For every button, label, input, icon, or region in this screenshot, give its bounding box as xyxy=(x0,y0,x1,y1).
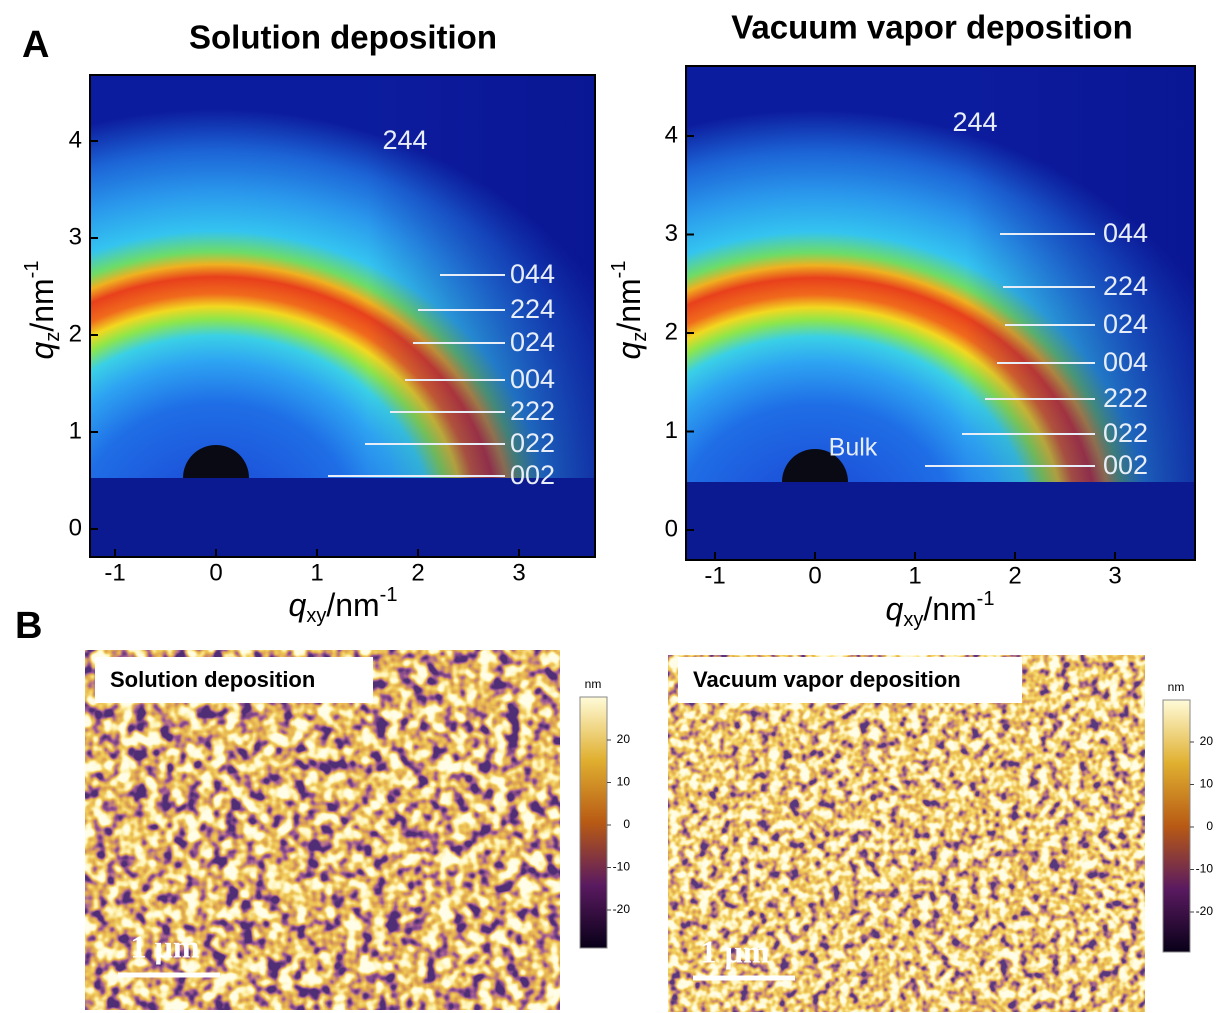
y-tick-label: 1 xyxy=(665,417,678,444)
axis-symbol: q xyxy=(289,587,307,623)
colorbar-tick-label: -10 xyxy=(613,860,631,874)
x-tick-label: 1 xyxy=(310,559,323,586)
ring-label: 244 xyxy=(952,107,997,137)
axis-unit: /nm xyxy=(326,587,379,623)
axis-symbol: q xyxy=(886,591,904,627)
axis-label: qxy/nm-1 xyxy=(886,588,995,631)
y-tick-label: 3 xyxy=(69,223,82,250)
axis-unit: /nm xyxy=(24,278,60,331)
scale-bar-label: 1 µm xyxy=(700,933,769,969)
x-tick-label: 1 xyxy=(908,562,921,589)
plot-title: Solution deposition xyxy=(189,19,497,56)
colorbar-tick-label: -20 xyxy=(613,902,631,916)
colorbar-unit: nm xyxy=(1168,680,1185,694)
axis-exponent: -1 xyxy=(21,261,43,279)
colorbar-tick-label: 20 xyxy=(617,732,631,746)
image-label: Vacuum vapor deposition xyxy=(693,667,961,692)
axis-unit: /nm xyxy=(611,278,647,331)
y-tick-label: 4 xyxy=(665,121,678,148)
annotation: Bulk xyxy=(829,434,878,462)
peak-label: 022 xyxy=(1103,418,1148,448)
axis-label: qz/nm-1 xyxy=(21,261,64,360)
panel-label: A xyxy=(22,24,49,66)
y-tick-label: 0 xyxy=(69,514,82,541)
axis-exponent: -1 xyxy=(380,584,398,606)
axis-unit: /nm xyxy=(923,591,976,627)
axis-subscript: z xyxy=(629,332,651,342)
axis-subscript: xy xyxy=(903,609,923,631)
axis-exponent: -1 xyxy=(608,261,630,279)
peak-label: 024 xyxy=(510,327,555,357)
y-tick-label: 4 xyxy=(69,126,82,153)
peak-label: 224 xyxy=(1103,271,1148,301)
peak-label: 004 xyxy=(510,364,555,394)
colorbar-tick-label: 10 xyxy=(1200,777,1214,791)
panel-label: B xyxy=(15,605,42,647)
colorbar-tick-label: -10 xyxy=(1196,862,1214,876)
colorbar-tick-label: 10 xyxy=(617,775,631,789)
colorbar xyxy=(1163,700,1190,952)
x-tick-label: -1 xyxy=(704,562,725,589)
colorbar-tick-label: 20 xyxy=(1200,734,1214,748)
axis-subscript: xy xyxy=(306,605,326,627)
axis-label: qz/nm-1 xyxy=(608,261,651,360)
axis-symbol: q xyxy=(611,341,647,359)
peak-label: 044 xyxy=(510,259,555,289)
y-tick-label: 2 xyxy=(69,320,82,347)
horizon-shadow xyxy=(686,482,1195,560)
peak-label: 044 xyxy=(1103,218,1148,248)
axis-symbol: q xyxy=(24,341,60,359)
x-tick-label: -1 xyxy=(104,559,125,586)
y-tick-label: 2 xyxy=(665,318,678,345)
axis-exponent: -1 xyxy=(977,588,995,610)
x-tick-label: 0 xyxy=(808,562,821,589)
peak-label: 022 xyxy=(510,428,555,458)
peak-label: 224 xyxy=(510,294,555,324)
peak-label: 002 xyxy=(1103,450,1148,480)
colorbar-tick-label: 0 xyxy=(1206,819,1213,833)
peak-label: 222 xyxy=(1103,383,1148,413)
y-tick-label: 3 xyxy=(665,220,678,247)
axis-label: qxy/nm-1 xyxy=(289,584,398,627)
x-tick-label: 3 xyxy=(512,559,525,586)
y-tick-label: 1 xyxy=(69,417,82,444)
x-tick-label: 0 xyxy=(209,559,222,586)
x-tick-label: 2 xyxy=(411,559,424,586)
scale-bar-label: 1 µm xyxy=(130,928,199,964)
colorbar-unit: nm xyxy=(585,677,602,691)
peak-label: 024 xyxy=(1103,309,1148,339)
plot-title: Vacuum vapor deposition xyxy=(731,9,1133,46)
peak-label: 222 xyxy=(510,396,555,426)
peak-label: 002 xyxy=(510,460,555,490)
ring-label: 244 xyxy=(382,125,427,155)
x-tick-label: 3 xyxy=(1108,562,1121,589)
image-label: Solution deposition xyxy=(110,667,315,692)
axis-subscript: z xyxy=(42,332,64,342)
x-tick-label: 2 xyxy=(1008,562,1021,589)
peak-label: 004 xyxy=(1103,347,1148,377)
colorbar xyxy=(580,697,607,948)
colorbar-tick-label: 0 xyxy=(623,817,630,831)
y-tick-label: 0 xyxy=(665,515,678,542)
colorbar-tick-label: -20 xyxy=(1196,904,1214,918)
figure: ASolution deposition24404422402400422202… xyxy=(0,0,1224,1013)
